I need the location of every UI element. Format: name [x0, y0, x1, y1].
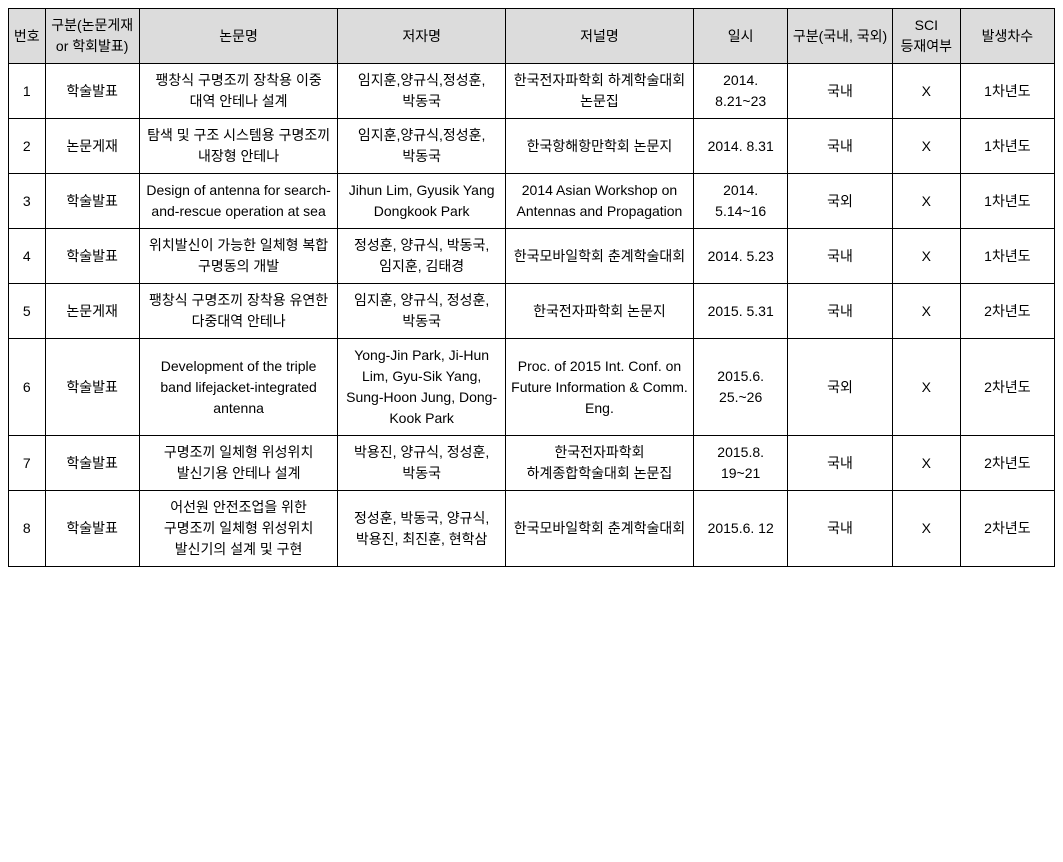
cell-auth: Jihun Lim, Gyusik Yang Dongkook Park	[338, 174, 505, 229]
col-date: 일시	[694, 9, 788, 64]
cell-no: 5	[9, 284, 46, 339]
cell-date: 2015.6. 25.~26	[694, 339, 788, 436]
cell-title: Design of antenna for search-and-rescue …	[139, 174, 338, 229]
cell-year: 1차년도	[960, 119, 1054, 174]
cell-loc: 국내	[788, 491, 893, 567]
cell-sci: X	[892, 339, 960, 436]
cell-sci: X	[892, 229, 960, 284]
cell-date: 2015. 5.31	[694, 284, 788, 339]
cell-sci: X	[892, 174, 960, 229]
cell-jour: 한국항해항만학회 논문지	[505, 119, 693, 174]
cell-loc: 국내	[788, 64, 893, 119]
cell-jour: 한국전자파학회 하계학술대회 논문집	[505, 64, 693, 119]
cell-no: 1	[9, 64, 46, 119]
cell-sci: X	[892, 436, 960, 491]
cell-type: 논문게재	[45, 119, 139, 174]
cell-loc: 국외	[788, 174, 893, 229]
cell-year: 1차년도	[960, 174, 1054, 229]
cell-loc: 국외	[788, 339, 893, 436]
cell-title: 위치발신이 가능한 일체형 복합 구명동의 개발	[139, 229, 338, 284]
col-sci: SCI 등재여부	[892, 9, 960, 64]
cell-year: 1차년도	[960, 64, 1054, 119]
cell-title: 팽창식 구명조끼 장착용 유연한 다중대역 안테나	[139, 284, 338, 339]
table-row: 2논문게재탐색 및 구조 시스템용 구명조끼 내장형 안테나임지훈,양규식,정성…	[9, 119, 1055, 174]
publications-table: 번호 구분(논문게재 or 학회발표) 논문명 저자명 저널명 일시 구분(국내…	[8, 8, 1055, 567]
table-row: 5논문게재팽창식 구명조끼 장착용 유연한 다중대역 안테나임지훈, 양규식, …	[9, 284, 1055, 339]
cell-auth: 임지훈,양규식,정성훈,박동국	[338, 119, 505, 174]
cell-auth: 박용진, 양규식, 정성훈, 박동국	[338, 436, 505, 491]
cell-year: 2차년도	[960, 436, 1054, 491]
cell-title: Development of the triple band lifejacke…	[139, 339, 338, 436]
cell-auth: 임지훈,양규식,정성훈,박동국	[338, 64, 505, 119]
cell-date: 2015.8. 19~21	[694, 436, 788, 491]
cell-auth: 임지훈, 양규식, 정성훈, 박동국	[338, 284, 505, 339]
cell-type: 학술발표	[45, 229, 139, 284]
table-row: 8학술발표어선원 안전조업을 위한 구명조끼 일체형 위성위치 발신기의 설계 …	[9, 491, 1055, 567]
table-row: 4학술발표위치발신이 가능한 일체형 복합 구명동의 개발정성훈, 양규식, 박…	[9, 229, 1055, 284]
cell-date: 2014. 8.31	[694, 119, 788, 174]
cell-type: 학술발표	[45, 436, 139, 491]
table-header: 번호 구분(논문게재 or 학회발표) 논문명 저자명 저널명 일시 구분(국내…	[9, 9, 1055, 64]
cell-title: 구명조끼 일체형 위성위치 발신기용 안테나 설계	[139, 436, 338, 491]
cell-auth: Yong-Jin Park, Ji-Hun Lim, Gyu-Sik Yang,…	[338, 339, 505, 436]
col-type: 구분(논문게재 or 학회발표)	[45, 9, 139, 64]
cell-loc: 국내	[788, 229, 893, 284]
cell-jour: 한국전자파학회 논문지	[505, 284, 693, 339]
cell-jour: 2014 Asian Workshop on Antennas and Prop…	[505, 174, 693, 229]
cell-no: 6	[9, 339, 46, 436]
cell-type: 학술발표	[45, 339, 139, 436]
table-row: 3학술발표Design of antenna for search-and-re…	[9, 174, 1055, 229]
cell-jour: 한국모바일학회 춘계학술대회	[505, 229, 693, 284]
cell-sci: X	[892, 491, 960, 567]
cell-jour: 한국모바일학회 춘계학술대회	[505, 491, 693, 567]
cell-year: 1차년도	[960, 229, 1054, 284]
table-row: 1학술발표팽창식 구명조끼 장착용 이중 대역 안테나 설계임지훈,양규식,정성…	[9, 64, 1055, 119]
cell-type: 학술발표	[45, 64, 139, 119]
cell-jour: 한국전자파학회 하계종합학술대회 논문집	[505, 436, 693, 491]
table-row: 6학술발표Development of the triple band life…	[9, 339, 1055, 436]
col-no: 번호	[9, 9, 46, 64]
cell-loc: 국내	[788, 119, 893, 174]
cell-auth: 정성훈, 양규식, 박동국, 임지훈, 김태경	[338, 229, 505, 284]
cell-auth: 정성훈, 박동국, 양규식, 박용진, 최진훈, 현학삼	[338, 491, 505, 567]
cell-type: 학술발표	[45, 491, 139, 567]
col-loc: 구분(국내, 국외)	[788, 9, 893, 64]
cell-title: 탐색 및 구조 시스템용 구명조끼 내장형 안테나	[139, 119, 338, 174]
cell-sci: X	[892, 64, 960, 119]
cell-sci: X	[892, 119, 960, 174]
cell-no: 7	[9, 436, 46, 491]
cell-no: 4	[9, 229, 46, 284]
cell-date: 2014. 5.14~16	[694, 174, 788, 229]
cell-no: 2	[9, 119, 46, 174]
cell-title: 어선원 안전조업을 위한 구명조끼 일체형 위성위치 발신기의 설계 및 구현	[139, 491, 338, 567]
cell-loc: 국내	[788, 284, 893, 339]
col-title: 논문명	[139, 9, 338, 64]
cell-loc: 국내	[788, 436, 893, 491]
cell-year: 2차년도	[960, 284, 1054, 339]
cell-type: 학술발표	[45, 174, 139, 229]
cell-no: 3	[9, 174, 46, 229]
cell-no: 8	[9, 491, 46, 567]
cell-date: 2014. 5.23	[694, 229, 788, 284]
col-auth: 저자명	[338, 9, 505, 64]
cell-year: 2차년도	[960, 491, 1054, 567]
cell-year: 2차년도	[960, 339, 1054, 436]
col-jour: 저널명	[505, 9, 693, 64]
col-year: 발생차수	[960, 9, 1054, 64]
table-row: 7학술발표구명조끼 일체형 위성위치 발신기용 안테나 설계박용진, 양규식, …	[9, 436, 1055, 491]
cell-type: 논문게재	[45, 284, 139, 339]
table-body: 1학술발표팽창식 구명조끼 장착용 이중 대역 안테나 설계임지훈,양규식,정성…	[9, 64, 1055, 567]
cell-jour: Proc. of 2015 Int. Conf. on Future Infor…	[505, 339, 693, 436]
cell-sci: X	[892, 284, 960, 339]
cell-date: 2015.6. 12	[694, 491, 788, 567]
cell-date: 2014. 8.21~23	[694, 64, 788, 119]
cell-title: 팽창식 구명조끼 장착용 이중 대역 안테나 설계	[139, 64, 338, 119]
